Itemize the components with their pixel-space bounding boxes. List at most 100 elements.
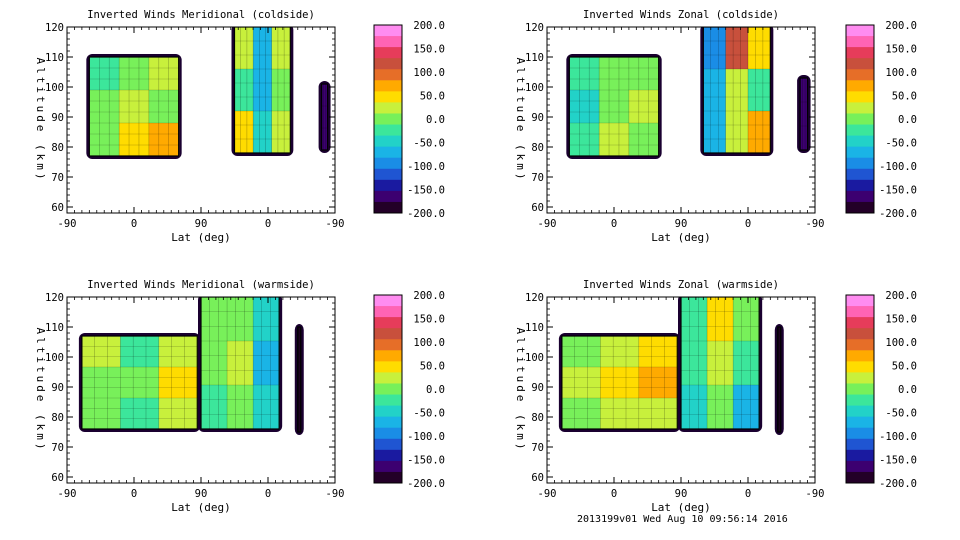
colorbar-tick-label: 100.0: [885, 67, 917, 79]
colorbar-swatch: [846, 295, 874, 307]
plot-data: [558, 297, 784, 435]
data-cell: [569, 90, 600, 124]
y-tick-label: 90: [51, 112, 64, 124]
x-axis-label: Lat (deg): [171, 231, 231, 244]
colorbar-swatch: [374, 361, 402, 373]
block-outline: [297, 326, 302, 433]
panel-2: Inverted Winds Zonal (coldside) 60 70 80 90 1…: [514, 9, 917, 244]
colorbar-swatch: [374, 460, 402, 473]
data-cell: [227, 341, 254, 386]
colorbar-swatch: [374, 372, 402, 384]
block-outline: [233, 27, 291, 154]
colorbar-tick-label: -100.0: [407, 161, 445, 173]
data-cell: [599, 57, 630, 91]
colorbar-swatch: [846, 306, 874, 318]
y-tick-label: 70: [51, 172, 64, 184]
data-cell: [569, 57, 600, 91]
data-cell: [703, 27, 727, 70]
y-tick-label: 90: [51, 382, 64, 394]
colorbar-swatch: [846, 91, 874, 103]
colorbar-tick-label: -100.0: [879, 161, 917, 173]
y-tick-label: 80: [531, 412, 544, 424]
data-cell: [120, 367, 160, 399]
colorbar-swatch: [846, 350, 874, 362]
colorbar-tick-label: -50.0: [413, 408, 445, 420]
data-cell: [707, 297, 734, 342]
data-cell: [733, 341, 760, 386]
colorbar-swatch: [846, 168, 874, 181]
data-cell: [561, 398, 601, 430]
colorbar-tick-label: -150.0: [407, 185, 445, 197]
colorbar-frame: [373, 24, 403, 214]
colorbar-swatch: [374, 113, 402, 126]
colorbar-swatch: [846, 361, 874, 373]
colorbar-swatch: [374, 383, 402, 396]
colorbar-tick-label: 0.0: [426, 114, 445, 126]
y-tick-label: 100: [525, 82, 544, 94]
data-cell: [733, 385, 760, 430]
y-axis-label: Altitude (km): [34, 57, 47, 182]
colorbar-swatch: [374, 58, 402, 70]
colorbar-swatch: [846, 427, 874, 440]
data-cell: [800, 78, 809, 151]
y-tick-label: 60: [531, 472, 544, 484]
colorbar-swatch: [374, 405, 402, 418]
data-cell: [234, 111, 254, 154]
colorbar-swatch: [846, 146, 874, 159]
x-tick-label: 90: [675, 488, 688, 500]
y-tick-label: 60: [51, 202, 64, 214]
colorbar-swatch: [374, 201, 402, 214]
data-cell: [81, 398, 121, 430]
colorbar-swatch: [846, 157, 874, 170]
x-tick-label: -90: [806, 218, 825, 230]
y-tick-label: 80: [531, 142, 544, 154]
y-tick-label: 120: [525, 292, 544, 304]
colorbar-swatch: [846, 460, 874, 473]
colorbar-swatch: [846, 471, 874, 484]
y-tick-label: 80: [51, 412, 64, 424]
colorbar-swatch: [374, 438, 402, 451]
y-tick-label: 110: [525, 52, 544, 64]
colorbar-tick-label: 100.0: [885, 337, 917, 349]
y-tick-label: 70: [531, 442, 544, 454]
x-tick-label: 0: [745, 488, 751, 500]
colorbar-tick-label: 100.0: [413, 337, 445, 349]
data-cell: [271, 111, 291, 154]
colorbar-tick-label: 200.0: [413, 290, 445, 302]
colorbar-swatch: [846, 25, 874, 37]
colorbar-swatch: [846, 179, 874, 192]
y-axis-label: Altitude (km): [34, 327, 47, 452]
data-cell: [271, 69, 291, 112]
data-cell: [561, 367, 601, 399]
colorbar-tick-label: -100.0: [407, 431, 445, 443]
colorbar-tick-label: -200.0: [879, 208, 917, 220]
y-tick-label: 80: [51, 142, 64, 154]
data-cell: [253, 111, 273, 154]
y-tick-label: 60: [531, 202, 544, 214]
data-cell: [748, 69, 771, 112]
colorbar-tick-label: 0.0: [898, 114, 917, 126]
data-cell: [89, 123, 120, 157]
data-cell: [733, 297, 760, 342]
data-cell: [119, 123, 150, 157]
data-cell: [638, 336, 678, 368]
block-outline: [702, 27, 771, 154]
y-tick-label: 70: [531, 172, 544, 184]
x-tick-label: 0: [611, 488, 617, 500]
colorbar-swatch: [374, 306, 402, 318]
colorbar-tick-label: 200.0: [885, 290, 917, 302]
plot-data: [78, 297, 304, 435]
x-tick-label: -90: [58, 488, 77, 500]
y-tick-label: 90: [531, 382, 544, 394]
x-tick-label: 0: [265, 488, 271, 500]
x-tick-label: -90: [538, 218, 557, 230]
colorbar-swatch: [374, 80, 402, 92]
data-cell: [253, 297, 280, 342]
colorbar-swatch: [846, 80, 874, 92]
data-cell: [600, 336, 640, 368]
data-cell: [628, 57, 660, 91]
colorbar-frame: [845, 24, 875, 214]
x-axis-label: Lat (deg): [651, 501, 711, 514]
y-axis-label: Altitude (km): [514, 57, 527, 182]
